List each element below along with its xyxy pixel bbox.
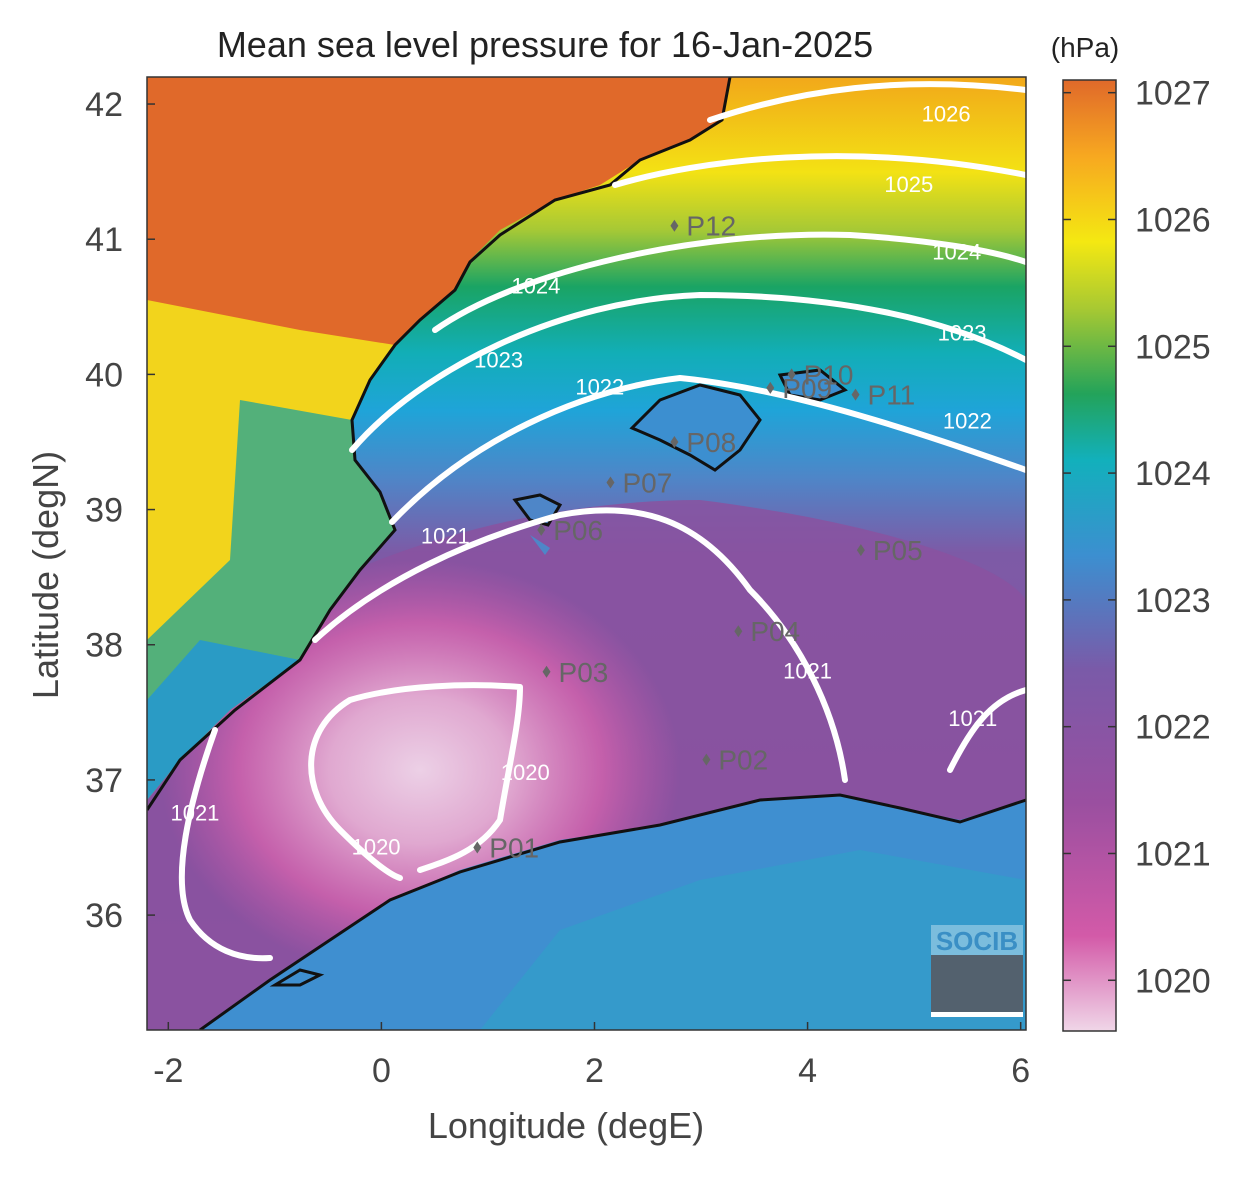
colorbar-tick-label: 1021 bbox=[1135, 835, 1211, 873]
station-label: P01 bbox=[489, 833, 539, 864]
y-tick-label: 41 bbox=[85, 221, 123, 259]
station-marker bbox=[787, 368, 796, 381]
contour-label: 1022 bbox=[575, 375, 624, 400]
x-ticks: -2 0 2 4 6 bbox=[153, 1022, 1030, 1090]
x-tick-label: 4 bbox=[798, 1052, 817, 1090]
plot-frame bbox=[146, 76, 1027, 1031]
contour-label: 1021 bbox=[948, 706, 997, 731]
y-tick-label: 36 bbox=[85, 897, 123, 935]
station-marker bbox=[766, 381, 775, 394]
pressure-field: 1026 1025 1024 1024 1023 1023 1022 1022 1021 1021… bbox=[147, 77, 1026, 1030]
isobar-1021-central bbox=[312, 507, 848, 783]
alboran-island-coast bbox=[269, 968, 325, 987]
station-label: P04 bbox=[750, 616, 800, 647]
menorca-coast bbox=[777, 368, 848, 402]
logo-wave-panel bbox=[931, 955, 1023, 1015]
chart-title: Mean sea level pressure for 16-Jan-2025 bbox=[217, 24, 873, 65]
y-tick-label: 42 bbox=[85, 86, 123, 124]
colorbar-tick-label: 1023 bbox=[1135, 582, 1211, 620]
station-label: P10 bbox=[804, 359, 854, 390]
isobar-1021-west bbox=[178, 727, 273, 962]
coastlines bbox=[147, 77, 1026, 1030]
contour-labels: 1026 1025 1024 1024 1023 1023 1022 1022 1021 1021… bbox=[170, 102, 997, 860]
station-marker bbox=[856, 544, 865, 557]
contour-label: 1020 bbox=[501, 760, 550, 785]
isobar-1025 bbox=[612, 153, 1026, 188]
isobar-1021-east bbox=[947, 687, 1026, 773]
iberian-coastline bbox=[147, 77, 732, 811]
station-label: P05 bbox=[873, 535, 923, 566]
x-tick-label: -2 bbox=[153, 1052, 183, 1090]
station-label: P12 bbox=[686, 211, 736, 242]
x-axis-label: Longitude (degE) bbox=[428, 1105, 704, 1146]
colorbar-tick-label: 1020 bbox=[1135, 962, 1211, 1000]
station-label: P08 bbox=[686, 427, 736, 458]
colorbar-tick-label: 1027 bbox=[1135, 75, 1211, 113]
station-marker bbox=[702, 753, 711, 766]
isobar-1020 bbox=[308, 682, 523, 881]
formentera-island bbox=[530, 535, 550, 555]
mallorca-island bbox=[632, 385, 760, 470]
contour-label: 1024 bbox=[932, 239, 981, 264]
station-label: P11 bbox=[868, 380, 916, 411]
colorbar-tick-label: 1022 bbox=[1135, 709, 1211, 747]
x-tick-label: 0 bbox=[372, 1052, 391, 1090]
station-marker bbox=[734, 625, 743, 638]
y-tick-label: 39 bbox=[85, 492, 123, 530]
contour-label: 1021 bbox=[421, 523, 470, 548]
station-label: P07 bbox=[622, 468, 672, 499]
contour-label: 1023 bbox=[474, 348, 523, 373]
logo-text: SOCIB bbox=[936, 926, 1018, 956]
isobar-1022 bbox=[389, 374, 1026, 525]
station-marker bbox=[542, 665, 551, 678]
station-label: P06 bbox=[553, 515, 603, 546]
x-tick-label: 6 bbox=[1011, 1052, 1030, 1090]
station-marker bbox=[670, 219, 679, 232]
station-label: P02 bbox=[718, 745, 768, 776]
mallorca-coast bbox=[629, 383, 762, 472]
station-marker bbox=[851, 388, 860, 401]
y-tick-label: 38 bbox=[85, 627, 123, 665]
y-tick-label: 40 bbox=[85, 356, 123, 394]
african-coastline bbox=[199, 793, 1026, 1030]
station-marker bbox=[473, 841, 482, 854]
colorbar-tick-label: 1025 bbox=[1135, 328, 1211, 366]
coastal-blue-zone bbox=[147, 640, 300, 800]
y-axis-label: Latitude (degN) bbox=[25, 451, 66, 699]
colorbar: (hPa) 1027 1026 1025 1024 1023 1022 1021 1020 bbox=[1051, 32, 1211, 1032]
isobar-1023 bbox=[349, 291, 1026, 453]
contour-label: 1024 bbox=[511, 273, 560, 298]
station-marker bbox=[670, 435, 679, 448]
contour-label: 1021 bbox=[783, 659, 832, 684]
isobar-1024 bbox=[432, 231, 1026, 333]
colorbar-gradient bbox=[1063, 80, 1116, 1031]
socib-logo: SOCIB bbox=[931, 925, 1023, 1017]
colorbar-ticks: 1027 1026 1025 1024 1023 1022 1021 1020 bbox=[1063, 75, 1211, 1000]
station-marker bbox=[537, 523, 546, 536]
colorbar-tick-label: 1026 bbox=[1135, 201, 1211, 239]
isobars bbox=[178, 81, 1026, 962]
station-label: P03 bbox=[559, 657, 609, 688]
contour-label: 1020 bbox=[352, 834, 401, 859]
x-tick-label: 2 bbox=[585, 1052, 604, 1090]
contour-label: 1021 bbox=[170, 800, 219, 825]
colorbar-unit: (hPa) bbox=[1051, 32, 1119, 63]
colorbar-tick-label: 1024 bbox=[1135, 455, 1211, 493]
isobar-1026 bbox=[707, 81, 1026, 123]
contour-label: 1022 bbox=[943, 408, 992, 433]
colorbar-frame bbox=[1062, 79, 1117, 1032]
contour-label: 1025 bbox=[884, 172, 933, 197]
contour-label: 1023 bbox=[938, 321, 987, 346]
north-africa-relief bbox=[480, 850, 1026, 1030]
contour-label: 1026 bbox=[922, 102, 971, 127]
station-marker bbox=[606, 476, 615, 489]
y-tick-label: 37 bbox=[85, 762, 123, 800]
y-ticks: 36 37 38 39 40 41 42 bbox=[85, 86, 155, 935]
